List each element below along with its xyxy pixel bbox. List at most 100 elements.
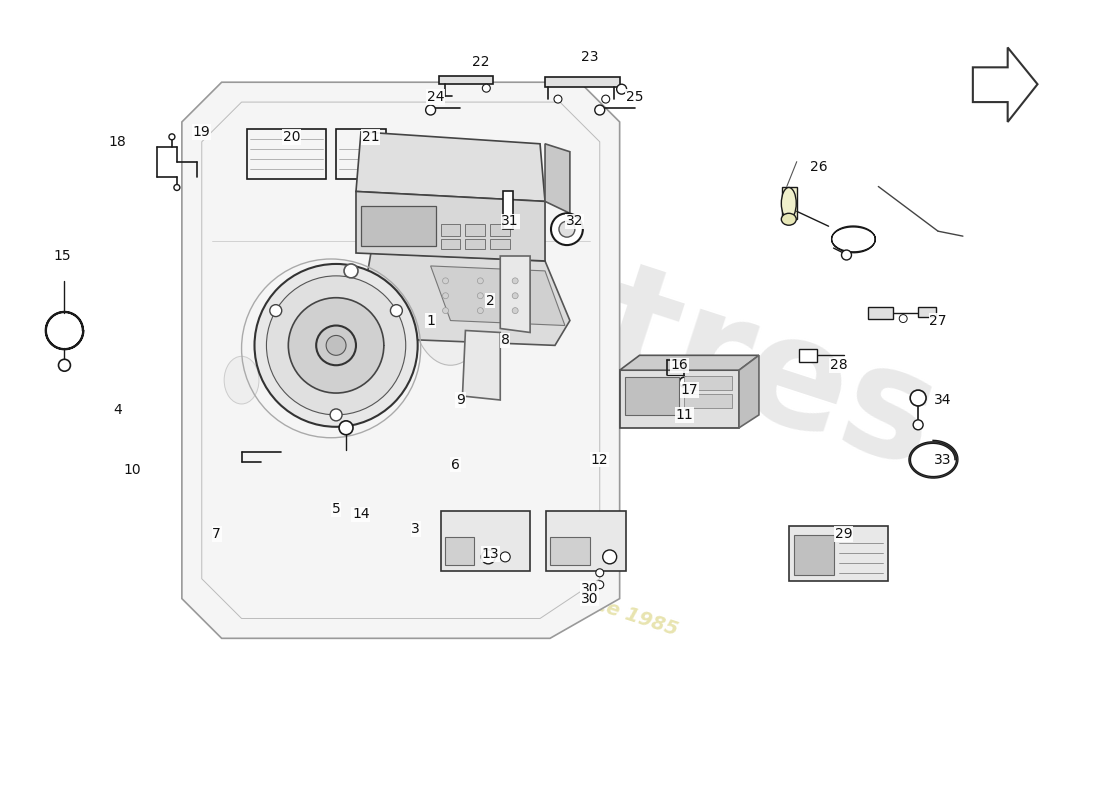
Text: 9: 9 [456,393,465,407]
Circle shape [330,409,342,421]
Polygon shape [182,82,619,638]
Text: 6: 6 [451,458,460,471]
Bar [444,537,474,565]
Polygon shape [462,330,501,400]
Text: 21: 21 [362,130,380,144]
Bar [794,535,834,574]
Bar [491,239,510,249]
Circle shape [482,84,491,92]
Circle shape [426,105,436,115]
Text: 20: 20 [283,130,300,144]
Text: 31: 31 [502,214,519,228]
Bar [544,78,619,87]
Polygon shape [739,355,759,428]
Text: 7: 7 [212,527,221,541]
Text: 29: 29 [835,527,852,541]
Text: 30: 30 [581,592,598,606]
Circle shape [602,95,609,103]
Circle shape [617,84,627,94]
Ellipse shape [781,214,796,226]
Circle shape [559,222,575,237]
Circle shape [513,308,518,314]
Polygon shape [544,144,570,214]
Text: 33: 33 [934,453,952,466]
Circle shape [169,134,175,140]
Text: 16: 16 [671,358,689,372]
Text: 23: 23 [581,50,598,64]
Circle shape [596,569,604,577]
Bar [868,306,893,318]
Bar [550,537,590,565]
Polygon shape [619,370,739,428]
Text: 19: 19 [192,125,210,139]
Polygon shape [972,47,1037,122]
Circle shape [595,105,605,115]
Circle shape [482,550,495,564]
Bar [361,206,436,246]
Text: 10: 10 [123,462,141,477]
Bar [625,377,680,415]
Bar [789,526,889,581]
Text: 3: 3 [411,522,420,536]
Circle shape [390,305,403,317]
Circle shape [58,359,70,371]
Ellipse shape [781,187,796,219]
Circle shape [680,377,690,387]
Text: 8: 8 [500,334,509,347]
Circle shape [174,185,180,190]
Circle shape [477,278,483,284]
Polygon shape [619,355,759,370]
Bar [799,350,816,362]
Text: 2: 2 [486,294,495,308]
Text: 25: 25 [626,90,644,104]
Text: 15: 15 [54,249,72,263]
Ellipse shape [224,356,258,404]
Polygon shape [356,132,544,202]
Bar [918,306,936,317]
Text: etres: etres [484,221,955,500]
Bar [546,511,626,571]
Bar [684,376,733,390]
Polygon shape [356,191,544,261]
Bar [684,394,733,408]
Text: 12: 12 [591,453,608,466]
Bar [441,239,461,249]
Polygon shape [361,253,570,346]
Text: a passion for parts since 1985: a passion for parts since 1985 [360,518,681,639]
Circle shape [344,264,358,278]
Circle shape [842,250,851,260]
Text: 4: 4 [113,403,122,417]
Text: 30: 30 [581,582,598,596]
Circle shape [551,214,583,245]
Bar [465,239,485,249]
Circle shape [442,293,449,298]
Circle shape [554,95,562,103]
Text: 32: 32 [566,214,584,228]
Circle shape [442,278,449,284]
Bar [782,187,796,219]
Text: 17: 17 [681,383,698,397]
Circle shape [513,278,518,284]
Circle shape [899,314,907,322]
Circle shape [270,305,282,317]
Circle shape [339,421,353,434]
Bar [503,191,514,229]
Bar [441,511,530,571]
Polygon shape [430,266,565,326]
Text: 1: 1 [426,314,434,327]
Circle shape [477,308,483,314]
Circle shape [500,552,510,562]
Bar [465,224,485,236]
Text: 13: 13 [482,547,499,561]
Circle shape [442,308,449,314]
Polygon shape [500,256,530,333]
Text: 28: 28 [829,358,847,372]
Circle shape [603,550,617,564]
Ellipse shape [410,236,491,366]
Text: 24: 24 [427,90,444,104]
Circle shape [477,293,483,298]
Circle shape [913,420,923,430]
Bar [491,224,510,236]
Circle shape [326,335,346,355]
Circle shape [254,264,418,427]
